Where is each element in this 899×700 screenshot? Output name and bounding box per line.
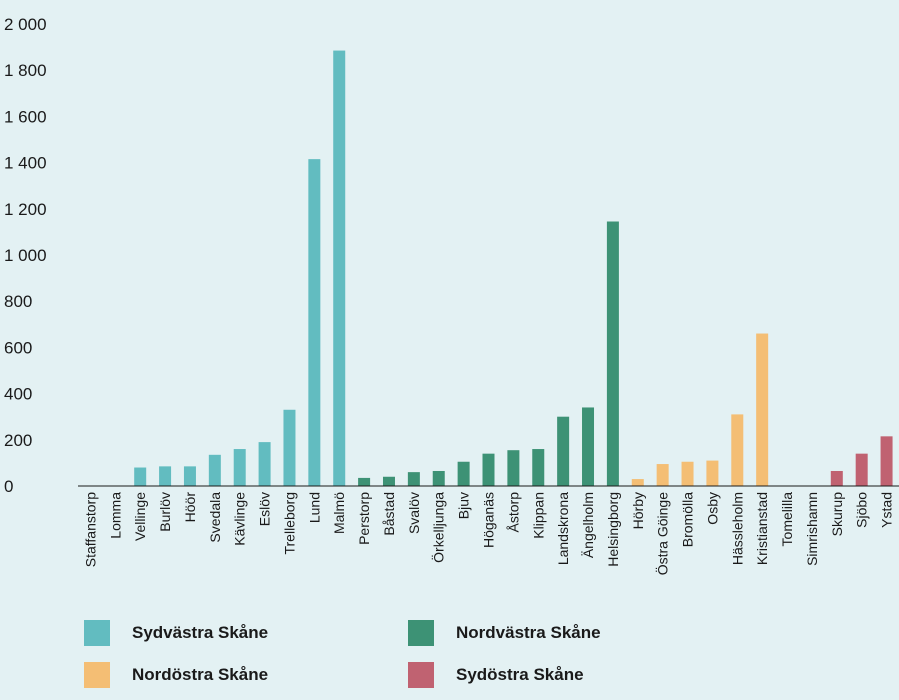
x-tick-label: Vellinge [132, 492, 148, 541]
bar-landskrona [557, 416, 570, 486]
bar-vellinge [134, 467, 147, 486]
bar-burlöv [159, 466, 172, 486]
bar-kävlinge [233, 449, 246, 486]
bars [134, 50, 893, 486]
x-tick-label: Eslöv [257, 492, 273, 526]
y-axis-ticks: 0 200 400 600 800 1 000 1 200 1 400 1 600 1 800 2 … [4, 15, 47, 496]
bar-östra-göinge [656, 464, 669, 486]
x-tick-label: Östra Göinge [654, 492, 671, 575]
bar-höganäs [482, 453, 495, 486]
x-tick-label: Höör [182, 492, 198, 523]
x-tick-label: Höganäs [481, 492, 497, 548]
legend-swatch [84, 620, 110, 646]
legend-label: Sydöstra Skåne [456, 665, 584, 684]
legend-label: Nordöstra Skåne [132, 665, 269, 684]
bar-eslöv [258, 442, 271, 486]
bar-perstorp [358, 477, 371, 486]
legend-item-nordvastra: Nordvästra Skåne [408, 620, 601, 646]
legend: Sydvästra Skåne Nordvästra Skåne Nordöst… [0, 620, 899, 700]
x-tick-label: Staffanstorp [82, 492, 98, 567]
x-tick-label: Burlöv [157, 492, 173, 532]
x-tick-label: Skurup [829, 492, 845, 537]
bar-bjuv [457, 461, 470, 486]
x-tick-label: Ängelholm [580, 492, 596, 558]
x-tick-label: Båstad [381, 492, 397, 536]
bar-hässleholm [731, 414, 744, 486]
y-tick-label: 600 [4, 338, 32, 357]
bar-chart: 0 200 400 600 800 1 000 1 200 1 400 1 600 1 800 2 … [4, 15, 899, 576]
bar-helsingborg [606, 221, 619, 486]
x-tick-label: Hässleholm [729, 492, 745, 565]
x-tick-label: Örkelljunga [430, 492, 447, 563]
x-tick-label: Kristianstad [754, 492, 770, 565]
y-tick-label: 1 000 [4, 246, 47, 265]
x-tick-label: Perstorp [356, 492, 372, 545]
legend-item-sydvastra: Sydvästra Skåne [84, 620, 268, 646]
legend-swatch [408, 662, 434, 688]
x-tick-label: Tomelilla [779, 492, 795, 547]
y-tick-label: 1 800 [4, 61, 47, 80]
x-tick-label: Svalöv [406, 492, 422, 534]
y-tick-label: 400 [4, 385, 32, 404]
x-tick-label: Bjuv [456, 492, 472, 519]
x-tick-label: Helsingborg [605, 492, 621, 567]
x-tick-label: Osby [704, 492, 720, 525]
bar-lund [308, 159, 321, 486]
x-tick-label: Hörby [630, 492, 646, 529]
bar-ängelholm [582, 407, 595, 486]
x-tick-label: Trelleborg [281, 492, 297, 555]
y-tick-label: 0 [4, 477, 13, 496]
legend-item-sydostra: Sydöstra Skåne [408, 662, 584, 688]
y-tick-label: 1 200 [4, 200, 47, 219]
y-tick-label: 200 [4, 431, 32, 450]
bar-svedala [208, 454, 221, 486]
bar-åstorp [507, 450, 520, 486]
bar-kristianstad [756, 333, 769, 486]
x-tick-label: Simrishamn [804, 492, 820, 566]
legend-swatch [408, 620, 434, 646]
y-tick-label: 800 [4, 292, 32, 311]
legend-label: Nordvästra Skåne [456, 623, 601, 642]
x-tick-label: Sjöbo [854, 492, 870, 528]
x-tick-label: Lund [306, 492, 322, 523]
y-tick-label: 2 000 [4, 15, 47, 34]
x-tick-label: Malmö [331, 492, 347, 534]
bar-svalöv [407, 472, 420, 486]
x-tick-label: Kävlinge [232, 492, 248, 546]
y-tick-label: 1 600 [4, 107, 47, 126]
bar-båstad [382, 476, 395, 486]
bar-hörby [631, 479, 644, 486]
legend-label: Sydvästra Skåne [132, 623, 269, 642]
bar-osby [706, 460, 719, 486]
y-tick-label: 1 400 [4, 154, 47, 173]
bar-trelleborg [283, 409, 296, 486]
x-tick-label: Ystad [879, 492, 895, 528]
x-tick-label: Svedala [207, 492, 223, 543]
x-tick-label: Bromölla [680, 492, 696, 547]
bar-malmö [333, 50, 346, 486]
bar-höör [183, 466, 196, 486]
x-tick-label: Landskrona [555, 492, 571, 565]
legend-swatch [84, 662, 110, 688]
bar-skurup [830, 470, 843, 486]
bar-örkelljunga [432, 470, 445, 486]
bar-bromölla [681, 461, 694, 486]
x-tick-label: Åstorp [505, 492, 521, 533]
bar-sjöbo [855, 453, 868, 486]
x-axis-labels: Staffanstorp Lomma Vellinge Burlöv Höör Sveda… [82, 492, 894, 576]
bar-ystad [880, 436, 893, 486]
legend-item-nordostra: Nordöstra Skåne [84, 662, 268, 688]
x-tick-label: Klippan [530, 492, 546, 539]
bar-klippan [532, 449, 545, 486]
x-tick-label: Lomma [107, 492, 123, 539]
